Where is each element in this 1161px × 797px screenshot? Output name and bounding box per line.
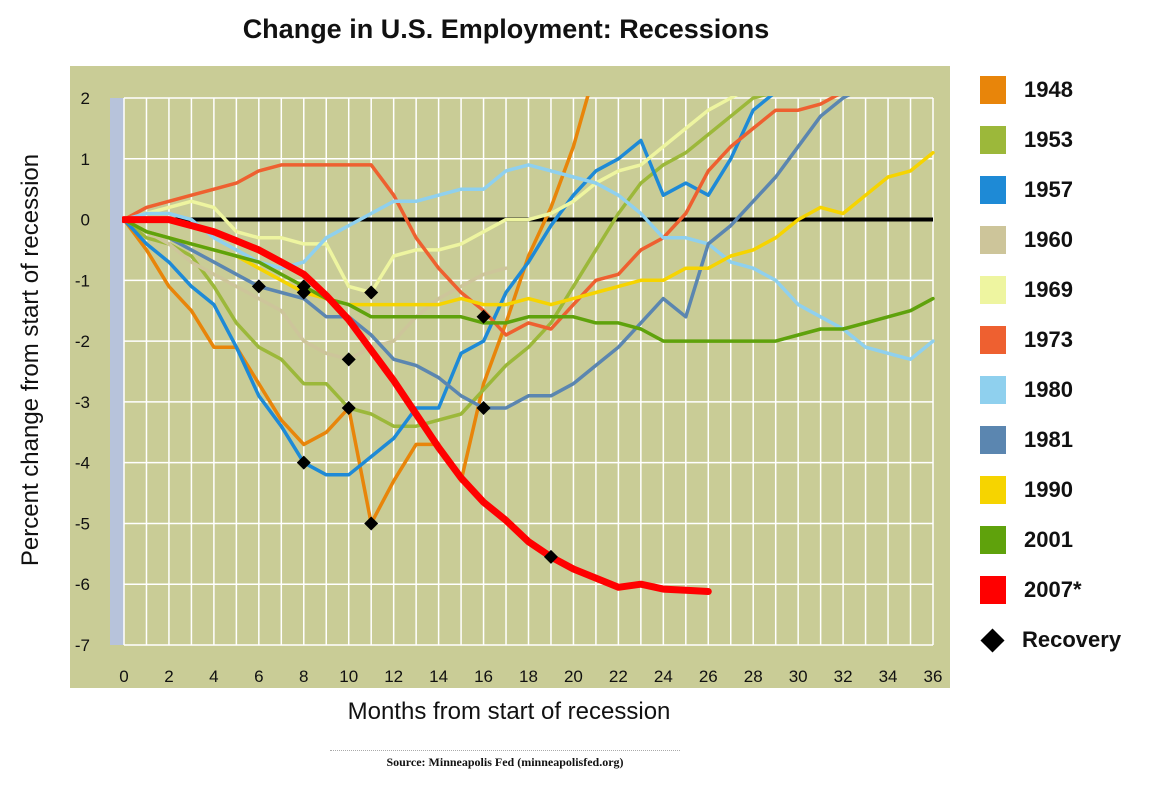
series-line-1957 <box>122 96 774 477</box>
y-tick-label: -3 <box>75 393 90 412</box>
x-tick-label: 2 <box>164 667 173 686</box>
recovery-marker <box>543 549 558 564</box>
y-tick-label: -4 <box>75 454 90 473</box>
recovery-marker <box>364 516 379 531</box>
series-line-2001 <box>122 217 935 343</box>
x-tick-label: 14 <box>429 667 448 686</box>
grid-lines <box>123 97 934 646</box>
recovery-marker <box>341 400 356 415</box>
y-tick-labels: 2 1 0 -1 -2 -3 -4 -5 -6 -7 <box>75 89 90 655</box>
y-tick-label: -2 <box>75 332 90 351</box>
y-axis-strip <box>110 98 124 645</box>
legend-label: 1990 <box>1024 477 1073 502</box>
x-tick-label: 22 <box>609 667 628 686</box>
legend-swatch <box>980 576 1006 604</box>
legend-label: 1981 <box>1024 427 1073 452</box>
x-tick-label: 32 <box>834 667 853 686</box>
legend-swatch <box>980 376 1006 404</box>
legend-item-1960: 1960 <box>980 225 1073 255</box>
legend-swatch <box>980 126 1006 154</box>
legend-label: 1973 <box>1024 327 1073 352</box>
x-tick-label: 0 <box>119 667 128 686</box>
source-note: Source: Minneapolis Fed (minneapolisfed.… <box>330 750 680 770</box>
series-line-1981 <box>122 96 851 410</box>
x-tick-label: 8 <box>299 667 308 686</box>
legend-item-1953: 1953 <box>980 125 1073 155</box>
y-tick-label: 1 <box>81 150 90 169</box>
series-line-1990 <box>122 150 935 307</box>
y-tick-label: -1 <box>75 271 90 290</box>
legend-swatch <box>980 526 1006 554</box>
series-line-1960 <box>122 217 508 362</box>
recovery-marker <box>296 285 311 300</box>
y-axis-label: Percent change from start of recession <box>17 154 44 566</box>
x-tick-label: 12 <box>384 667 403 686</box>
y-tick-label: -7 <box>75 636 90 655</box>
legend-swatch <box>980 476 1006 504</box>
legend-item-1980: 1980 <box>980 375 1073 405</box>
legend-label: 1957 <box>1024 177 1073 202</box>
x-axis-label: Months from start of recession <box>348 698 671 725</box>
recovery-markers <box>251 279 558 564</box>
legend-label: 1948 <box>1024 77 1073 102</box>
chart-title: Change in U.S. Employment: Recessions <box>242 14 770 44</box>
legend-swatch <box>980 326 1006 354</box>
recovery-marker <box>341 352 356 367</box>
y-tick-label: 0 <box>81 211 90 230</box>
legend-label: 1960 <box>1024 227 1073 252</box>
legend-item-1973: 1973 <box>980 325 1073 355</box>
recovery-marker <box>364 285 379 300</box>
legend-item-1990: 1990 <box>980 475 1073 505</box>
x-tick-label: 16 <box>474 667 493 686</box>
legend-label: 2001 <box>1024 527 1073 552</box>
x-tick-label: 20 <box>564 667 583 686</box>
recovery-marker <box>476 400 491 415</box>
x-tick-label: 4 <box>209 667 218 686</box>
legend-item-1981: 1981 <box>980 425 1073 455</box>
legend-label: 1980 <box>1024 377 1073 402</box>
legend-item-recovery: Recovery <box>980 625 1121 655</box>
legend-label: 2007* <box>1024 577 1082 602</box>
legend-swatch <box>980 276 1006 304</box>
recovery-marker <box>251 279 266 294</box>
legend-label: Recovery <box>1022 627 1122 652</box>
x-tick-label: 24 <box>654 667 673 686</box>
legend-label: 1953 <box>1024 127 1073 152</box>
recovery-marker <box>476 309 491 324</box>
x-tick-label: 26 <box>699 667 718 686</box>
x-tick-label: 6 <box>254 667 263 686</box>
y-tick-label: 2 <box>81 89 90 108</box>
legend-swatch <box>980 426 1006 454</box>
legend-swatch <box>980 76 1006 104</box>
legend-swatch <box>980 226 1006 254</box>
recovery-marker <box>296 455 311 470</box>
series-line-2007 <box>122 216 712 595</box>
legend-label: 1969 <box>1024 277 1073 302</box>
x-tick-label: 10 <box>339 667 358 686</box>
legend-item-2001: 2001 <box>980 525 1073 555</box>
x-tick-label: 36 <box>924 667 943 686</box>
diamond-icon <box>980 627 1005 653</box>
legend-item-1969: 1969 <box>980 275 1073 305</box>
x-tick-label: 28 <box>744 667 763 686</box>
legend-item-2007: 2007* <box>980 575 1082 605</box>
y-tick-label: -5 <box>75 514 90 533</box>
y-tick-label: -6 <box>75 575 90 594</box>
series-line-1953 <box>122 96 768 428</box>
x-tick-label: 30 <box>789 667 808 686</box>
legend-swatch <box>980 176 1006 204</box>
legend-item-1957: 1957 <box>980 175 1073 205</box>
x-tick-label: 34 <box>879 667 898 686</box>
series-line-1969 <box>122 96 739 295</box>
x-tick-label: 18 <box>519 667 538 686</box>
legend-item-1948: 1948 <box>980 75 1073 105</box>
x-tick-labels: 0 2 4 6 8 10 12 14 16 18 20 22 24 26 28 30 32 34 36 <box>119 667 942 686</box>
